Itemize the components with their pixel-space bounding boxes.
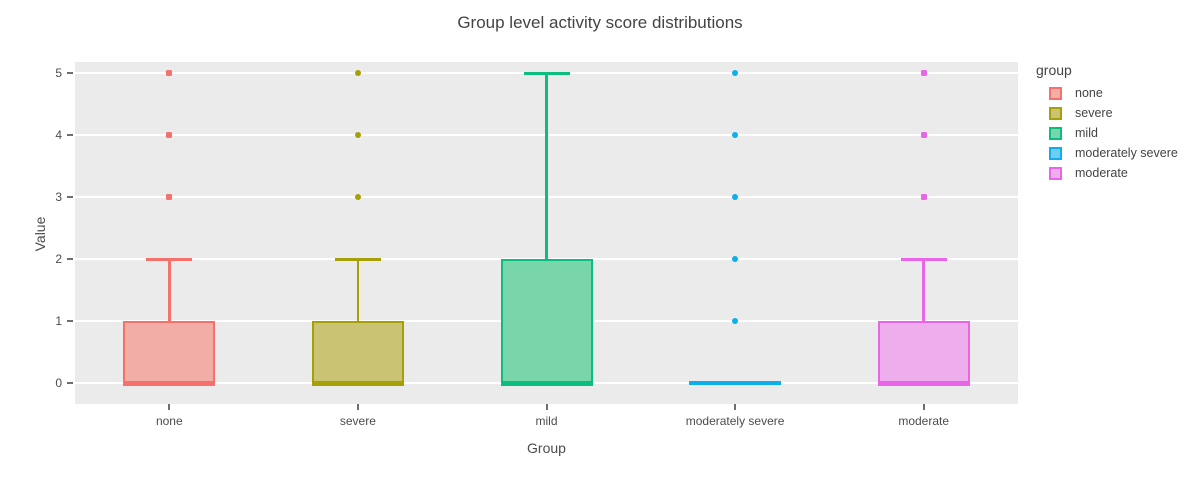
y-tick-mark	[67, 134, 73, 137]
outlier-point-moderate[interactable]	[920, 70, 927, 77]
y-tick-label: 5	[55, 66, 62, 81]
x-axis-title: Group	[527, 440, 566, 456]
y-tick-mark	[67, 319, 73, 322]
legend-label: mild	[1075, 126, 1098, 140]
legend: group none severe mild moderately severe…	[1036, 62, 1196, 183]
whisker-moderate	[922, 259, 925, 321]
y-tick-label: 4	[55, 128, 62, 143]
y-tick-mark	[67, 258, 73, 261]
median-severe[interactable]	[311, 381, 404, 386]
outlier-point-none[interactable]	[166, 194, 173, 201]
box-severe[interactable]	[311, 320, 404, 386]
chart-title: Group level activity score distributions	[457, 13, 743, 32]
outlier-point-moderately-severe[interactable]	[732, 132, 739, 139]
legend-swatch-none-icon	[1049, 86, 1062, 100]
y-tick-mark	[67, 196, 73, 199]
box-mild[interactable]	[500, 259, 593, 386]
whisker-cap-mild	[523, 71, 570, 75]
outlier-point-none[interactable]	[166, 70, 173, 77]
legend-label: severe	[1075, 106, 1113, 120]
x-tick-mark	[168, 404, 171, 410]
x-tick-mark	[545, 404, 548, 410]
y-tick-label: 3	[55, 190, 62, 205]
median-moderately-severe[interactable]	[689, 381, 782, 386]
y-tick-mark	[67, 72, 73, 75]
outlier-point-none[interactable]	[166, 132, 173, 139]
x-tick-label: moderate	[898, 414, 950, 428]
outlier-point-moderately-severe[interactable]	[732, 317, 739, 324]
x-tick-label: none	[155, 414, 183, 428]
legend-label: moderate	[1075, 166, 1128, 180]
outlier-point-moderately-severe[interactable]	[732, 194, 739, 201]
median-none[interactable]	[123, 381, 216, 386]
outlier-point-moderately-severe[interactable]	[732, 256, 739, 263]
y-axis-title: Value	[32, 216, 48, 252]
outlier-point-moderate[interactable]	[920, 132, 927, 139]
legend-item-mild[interactable]: mild	[1036, 123, 1196, 143]
whisker-cap-none	[146, 257, 193, 261]
whisker-cap-severe	[334, 257, 381, 261]
legend-label: moderately severe	[1075, 146, 1178, 160]
whisker-severe	[356, 259, 360, 321]
whisker-mild	[545, 73, 548, 259]
legend-item-moderately-severe[interactable]: moderately severe	[1036, 143, 1196, 163]
box-none[interactable]	[123, 320, 216, 386]
outlier-point-severe[interactable]	[354, 70, 361, 77]
outlier-point-severe[interactable]	[354, 194, 361, 201]
x-tick-label: mild	[535, 414, 558, 428]
legend-label: none	[1075, 86, 1103, 100]
x-tick-label: severe	[339, 414, 376, 428]
median-moderate[interactable]	[877, 381, 970, 386]
whisker-cap-moderate	[900, 257, 947, 261]
x-tick-mark	[356, 404, 359, 410]
x-tick-mark	[734, 404, 737, 410]
y-tick-label: 1	[55, 313, 62, 328]
whisker-none	[168, 259, 171, 321]
outlier-point-moderately-severe[interactable]	[732, 70, 739, 77]
outlier-point-moderate[interactable]	[920, 194, 927, 201]
y-tick-mark	[67, 381, 73, 384]
legend-item-moderate[interactable]: moderate	[1036, 163, 1196, 183]
legend-swatch-mild-icon	[1049, 126, 1062, 140]
outlier-point-severe[interactable]	[354, 132, 361, 139]
x-tick-label: moderately severe	[685, 414, 785, 428]
legend-item-severe[interactable]: severe	[1036, 103, 1196, 123]
legend-title: group	[1036, 62, 1072, 78]
legend-swatch-severe-icon	[1049, 106, 1062, 120]
legend-item-none[interactable]: none	[1036, 83, 1196, 103]
median-mild[interactable]	[500, 381, 593, 386]
plot-area	[75, 62, 1018, 404]
x-tick-mark	[922, 404, 925, 410]
legend-swatch-moderately-severe-icon	[1049, 146, 1062, 160]
box-moderate[interactable]	[877, 320, 970, 386]
legend-swatch-moderate-icon	[1049, 166, 1062, 180]
y-tick-label: 0	[55, 375, 62, 390]
y-tick-label: 2	[55, 252, 62, 267]
